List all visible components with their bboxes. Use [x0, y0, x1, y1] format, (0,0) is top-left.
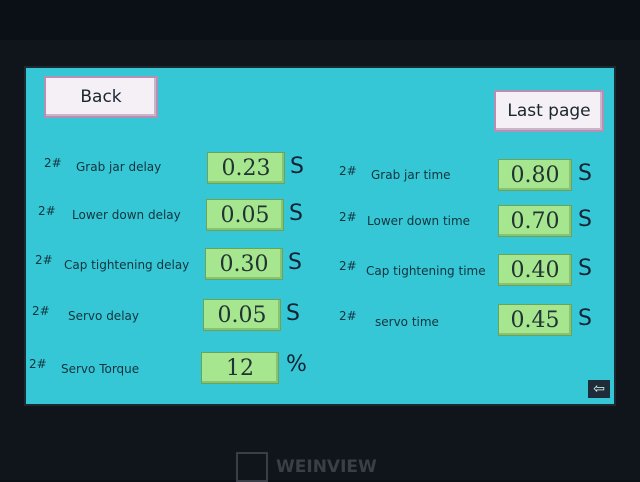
param-label: Cap tightening time	[366, 264, 486, 278]
unit-label: S	[286, 301, 300, 326]
unit-label: S	[289, 201, 303, 226]
unit-label: S	[578, 207, 592, 232]
station-prefix: 2#	[339, 210, 357, 224]
value-field-servo-delay[interactable]: 0.05	[203, 299, 281, 331]
unit-label: S	[290, 154, 304, 179]
param-label: Lower down time	[367, 214, 471, 228]
value-field-servo-torque[interactable]: 12	[201, 352, 279, 384]
touch-hand-icon	[236, 452, 268, 482]
unit-label: S	[578, 256, 592, 281]
value-field-cap-tightening-time[interactable]: 0.40	[498, 254, 572, 286]
station-prefix: 2#	[29, 357, 47, 371]
station-prefix: 2#	[339, 164, 357, 178]
value-field-grab-jar-delay[interactable]: 0.23	[207, 152, 285, 184]
weinview-logo: WEINVIEW	[236, 452, 377, 482]
param-label: Grab jar delay	[76, 160, 162, 174]
brand-text: WEINVIEW	[276, 457, 377, 477]
unit-label: S	[288, 250, 302, 275]
unit-label: %	[286, 352, 307, 377]
station-prefix: 2#	[32, 304, 50, 318]
station-prefix: 2#	[38, 204, 56, 218]
last-page-button[interactable]: Last page	[494, 90, 604, 132]
value-field-lower-down-time[interactable]: 0.70	[498, 205, 572, 237]
param-label: Servo delay	[68, 309, 139, 323]
param-label: Cap tightening delay	[64, 258, 190, 272]
station-prefix: 2#	[339, 259, 357, 273]
value-field-grab-jar-time[interactable]: 0.80	[498, 159, 572, 191]
station-prefix: 2#	[35, 253, 53, 267]
value-field-cap-tightening-delay[interactable]: 0.30	[205, 248, 283, 280]
arrow-left-enter-icon[interactable]: ⇦	[588, 380, 610, 398]
station-prefix: 2#	[339, 309, 357, 323]
param-label: Servo Torque	[61, 362, 140, 376]
hmi-screen: Back Last page 2# Grab jar delay 0.23 S …	[24, 66, 616, 406]
station-prefix: 2#	[44, 156, 62, 170]
value-field-servo-time[interactable]: 0.45	[498, 304, 572, 336]
value-field-lower-down-delay[interactable]: 0.05	[206, 199, 284, 231]
param-label: Lower down delay	[72, 208, 181, 222]
unit-label: S	[578, 161, 592, 186]
param-label: servo time	[375, 315, 439, 329]
back-button[interactable]: Back	[44, 76, 158, 118]
param-label: Grab jar time	[371, 168, 451, 182]
unit-label: S	[578, 306, 592, 331]
